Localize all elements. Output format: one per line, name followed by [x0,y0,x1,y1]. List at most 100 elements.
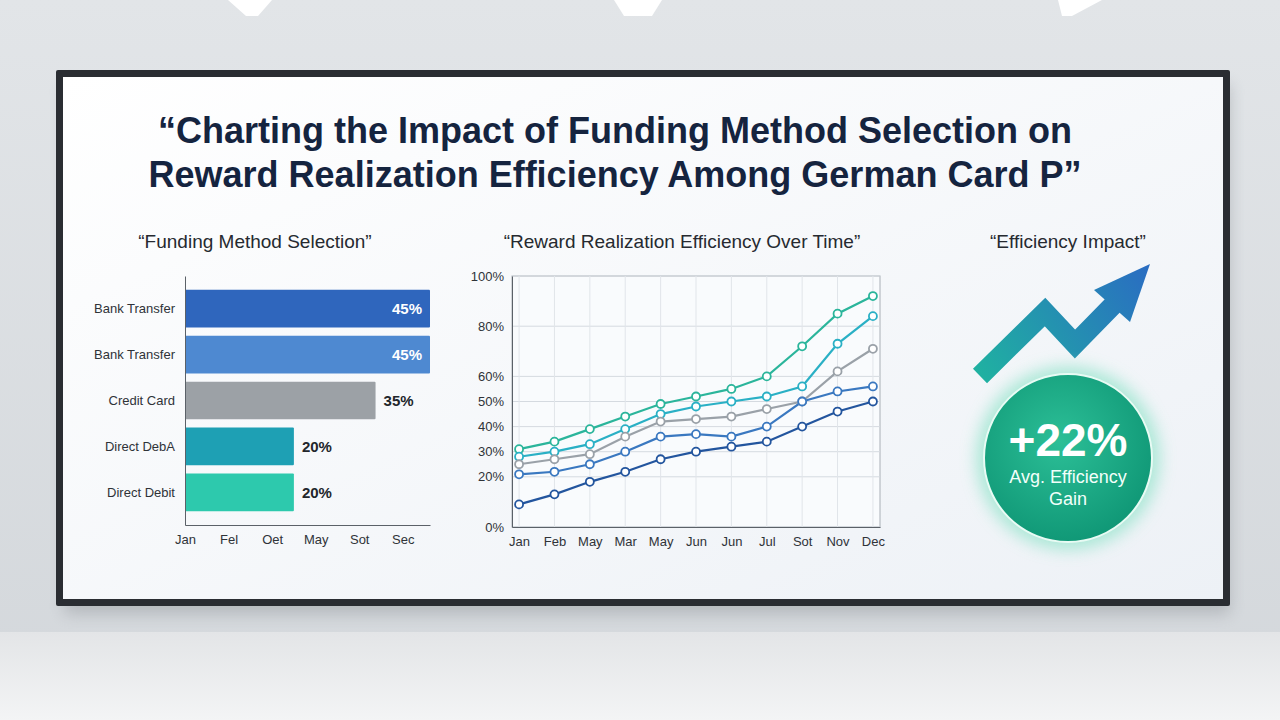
data-label: 20% [302,484,332,501]
line [519,349,873,464]
marker [727,443,735,451]
tick-label: Jul [759,534,776,549]
tick-label: Jun [721,534,742,549]
marker [692,415,700,423]
x-axis-tick: May [304,525,329,547]
y-axis-tick: 0% [485,520,512,535]
marker [834,367,842,375]
marker [657,400,665,408]
ceiling-light [614,0,662,16]
page: “Charting the Impact of Funding Method S… [0,0,1280,720]
text-line: Avg. Efficiency [1009,467,1126,487]
tick-label: Sot [793,534,813,549]
marker [798,398,806,406]
marker [834,408,842,416]
text-line: Gain [1049,489,1087,509]
plot-frame [512,276,880,527]
marker [657,455,665,463]
x-axis-tick: Sot [793,527,813,549]
marker [763,438,771,446]
y-axis-tick: 50% [478,394,512,409]
ceiling-light [228,0,272,16]
marker [621,413,629,421]
marker [621,433,629,441]
grid-line-x [554,276,555,527]
tick-label: 20% [478,469,504,484]
y-axis-tick: Bank Transfer [94,301,185,316]
tick-label: May [304,532,329,547]
marker [515,460,523,468]
marker [763,405,771,413]
marker [692,448,700,456]
x-axis: JanFelOetMaySotSec [175,525,430,547]
x-axis-tick: May [578,527,603,549]
data-label: 35% [384,392,414,409]
y-axis-tick: 20% [478,469,512,484]
kpi-caption: Avg. EfficiencyGain [1009,467,1126,509]
kpi-value: +22% [1009,414,1128,466]
y-axis-tick: 40% [478,419,512,434]
marker [515,500,523,508]
tick-label: Jun [686,534,707,549]
marker [798,423,806,431]
kpi-circle [984,374,1152,542]
tick-label: Bank Transfer [94,347,176,362]
marker [869,382,877,390]
marker [550,490,558,498]
tick-label: 40% [478,419,504,434]
x-axis-tick: Nov [826,527,850,549]
y-axis-tick: 30% [478,444,512,459]
screen [63,77,1223,599]
bar [185,336,430,374]
tick-label: Oet [262,532,283,547]
y-axis-tick: 100% [471,269,512,284]
tick-label: 0% [485,520,504,535]
marker [869,345,877,353]
tick-label: Jan [509,534,530,549]
text-line: “Charting the Impact of Funding Method S… [158,110,1072,151]
x-axis: JanFebMayMarMayJunJunJulSotNovDec [509,527,885,549]
panel-title: “Efficiency Impact” [990,231,1146,252]
y-axis-tick: Credit Card [109,393,185,408]
tick-label: Bank Transfer [94,301,176,316]
bar [185,382,376,420]
text-line: “Reward Realization Efficiency Over Time… [504,231,861,252]
x-axis-tick: Sec [392,525,415,547]
x-axis-line [513,527,881,528]
y-axis-tick: 80% [478,319,512,334]
tick-label: Sot [350,532,370,547]
y-axis-tick: 60% [478,369,512,384]
marker [834,387,842,395]
bar [185,290,430,328]
marker [834,340,842,348]
x-axis-tick: Dec [862,527,886,549]
x-axis-tick: Oet [262,525,283,547]
floor [0,632,1280,720]
x-axis-tick: Sot [350,525,370,547]
marker [586,478,594,486]
tick-label: May [649,534,674,549]
tick-label: 80% [478,319,504,334]
arrow-body [980,298,1120,376]
wall [0,0,1280,720]
tick-label: Dec [862,534,886,549]
marker [586,440,594,448]
tick-label: Feb [544,534,566,549]
marker [586,460,594,468]
grid-line-x [625,276,626,527]
marker [657,418,665,426]
bar [185,428,294,466]
y-axis-tick: Bank Transfer [94,347,185,362]
y-axis-tick: Direct Debit [107,485,185,500]
marker [621,448,629,456]
marker [621,468,629,476]
x-axis-tick: May [649,527,674,549]
marker [550,455,558,463]
tick-label: Credit Card [109,393,175,408]
x-axis-tick: Fel [220,525,238,547]
tick-label: Nov [826,534,850,549]
tick-label: May [578,534,603,549]
x-axis-tick: Feb [544,527,566,549]
line [519,402,873,505]
data-label: 45% [392,346,422,363]
